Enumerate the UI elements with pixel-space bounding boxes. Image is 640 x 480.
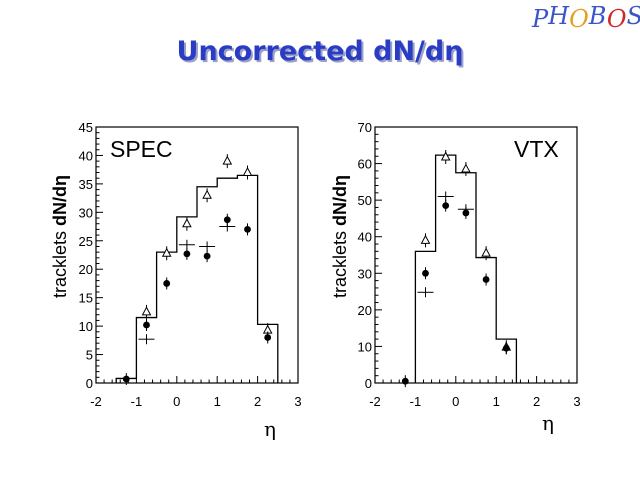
histogram-step [414,154,518,383]
y-tick-label: 70 [358,120,372,135]
triangle-point [161,247,172,257]
y-tick-label: 20 [358,303,372,318]
circle-point [143,321,150,329]
circle-point [442,202,450,210]
triangle-point [461,163,471,173]
triangle-point [222,155,233,165]
svg-text:Uncorrected dN/dη: Uncorrected dN/dη [179,38,466,69]
slide-title: Uncorrected dN/dη Uncorrected dN/dη [177,36,466,69]
x-tick-label: 2 [533,394,540,409]
x-tick-label: 1 [493,394,500,409]
y-tick-label: 60 [358,157,372,172]
x-axis-label: η [264,417,276,441]
plot-frame [374,126,578,384]
x-tick-label: 3 [294,394,301,409]
logo-letter: P [531,5,549,33]
y-tick-label: 20 [79,262,93,277]
panel-label: SPEC [110,136,173,162]
circle-point [244,226,251,233]
x-axis-label: η [542,411,554,435]
circle-point [223,216,231,224]
vtx-chart: VTX tracklets dN/dη η 010203040506070-2-… [330,120,581,435]
circle-point [183,250,191,258]
y-tick-label: 30 [79,205,93,220]
y-tick-label: 30 [358,266,372,281]
x-tick-label: -2 [369,394,381,409]
plot-frame [95,126,299,384]
circle-point [163,280,171,287]
y-axis-label: tracklets dN/dη [50,175,70,298]
svg-text:PHOBOS: PHOBOS [531,2,640,33]
spec-chart: SPEC tracklets dN/dη η 05101520253035404… [50,120,302,441]
y-tick-label: 25 [79,234,93,249]
y-tick-label: 40 [79,148,93,163]
x-tick-label: 3 [573,394,580,409]
logo-letter: H [547,2,570,30]
y-tick-label: 0 [86,376,93,391]
y-tick-label: 15 [79,291,93,306]
x-tick-label: -1 [131,394,143,409]
panel-label: VTX [514,136,559,162]
triangle-point [141,306,152,316]
circle-point [401,377,409,385]
x-tick-label: -2 [90,394,102,409]
y-tick-label: 35 [79,177,93,192]
histogram-step [115,174,279,383]
y-axis-label: tracklets dN/dη [330,175,350,298]
triangle-point [182,218,192,228]
triangle-point [242,166,253,177]
phobos-logo: PHOBOS [531,2,640,33]
logo-letter: O [607,5,627,33]
x-tick-label: 2 [254,394,261,409]
circle-point [122,375,130,383]
y-tick-label: 5 [86,348,93,363]
triangle-point [481,247,491,257]
triangle-point [420,234,431,244]
logo-letter: B [588,2,607,30]
x-tick-label: 0 [452,394,459,409]
y-tick-label: 40 [358,230,372,245]
logo-letter: O [569,5,589,33]
y-tick-label: 50 [358,193,372,208]
circle-point [264,334,272,341]
circle-point [422,269,429,277]
x-tick-label: 1 [214,394,221,409]
y-tick-label: 45 [79,120,93,135]
logo-letter: S [627,2,640,30]
y-tick-label: 10 [79,319,93,334]
y-tick-label: 0 [365,376,372,391]
y-tick-label: 10 [358,339,372,354]
circle-point [502,344,510,352]
x-tick-label: -1 [410,394,422,409]
triangle-point [440,151,451,161]
circle-point [203,252,211,260]
x-tick-label: 0 [173,394,180,409]
triangle-point [202,189,212,199]
circle-point [482,276,490,283]
title-text: Uncorrected dN/dη [177,36,464,67]
